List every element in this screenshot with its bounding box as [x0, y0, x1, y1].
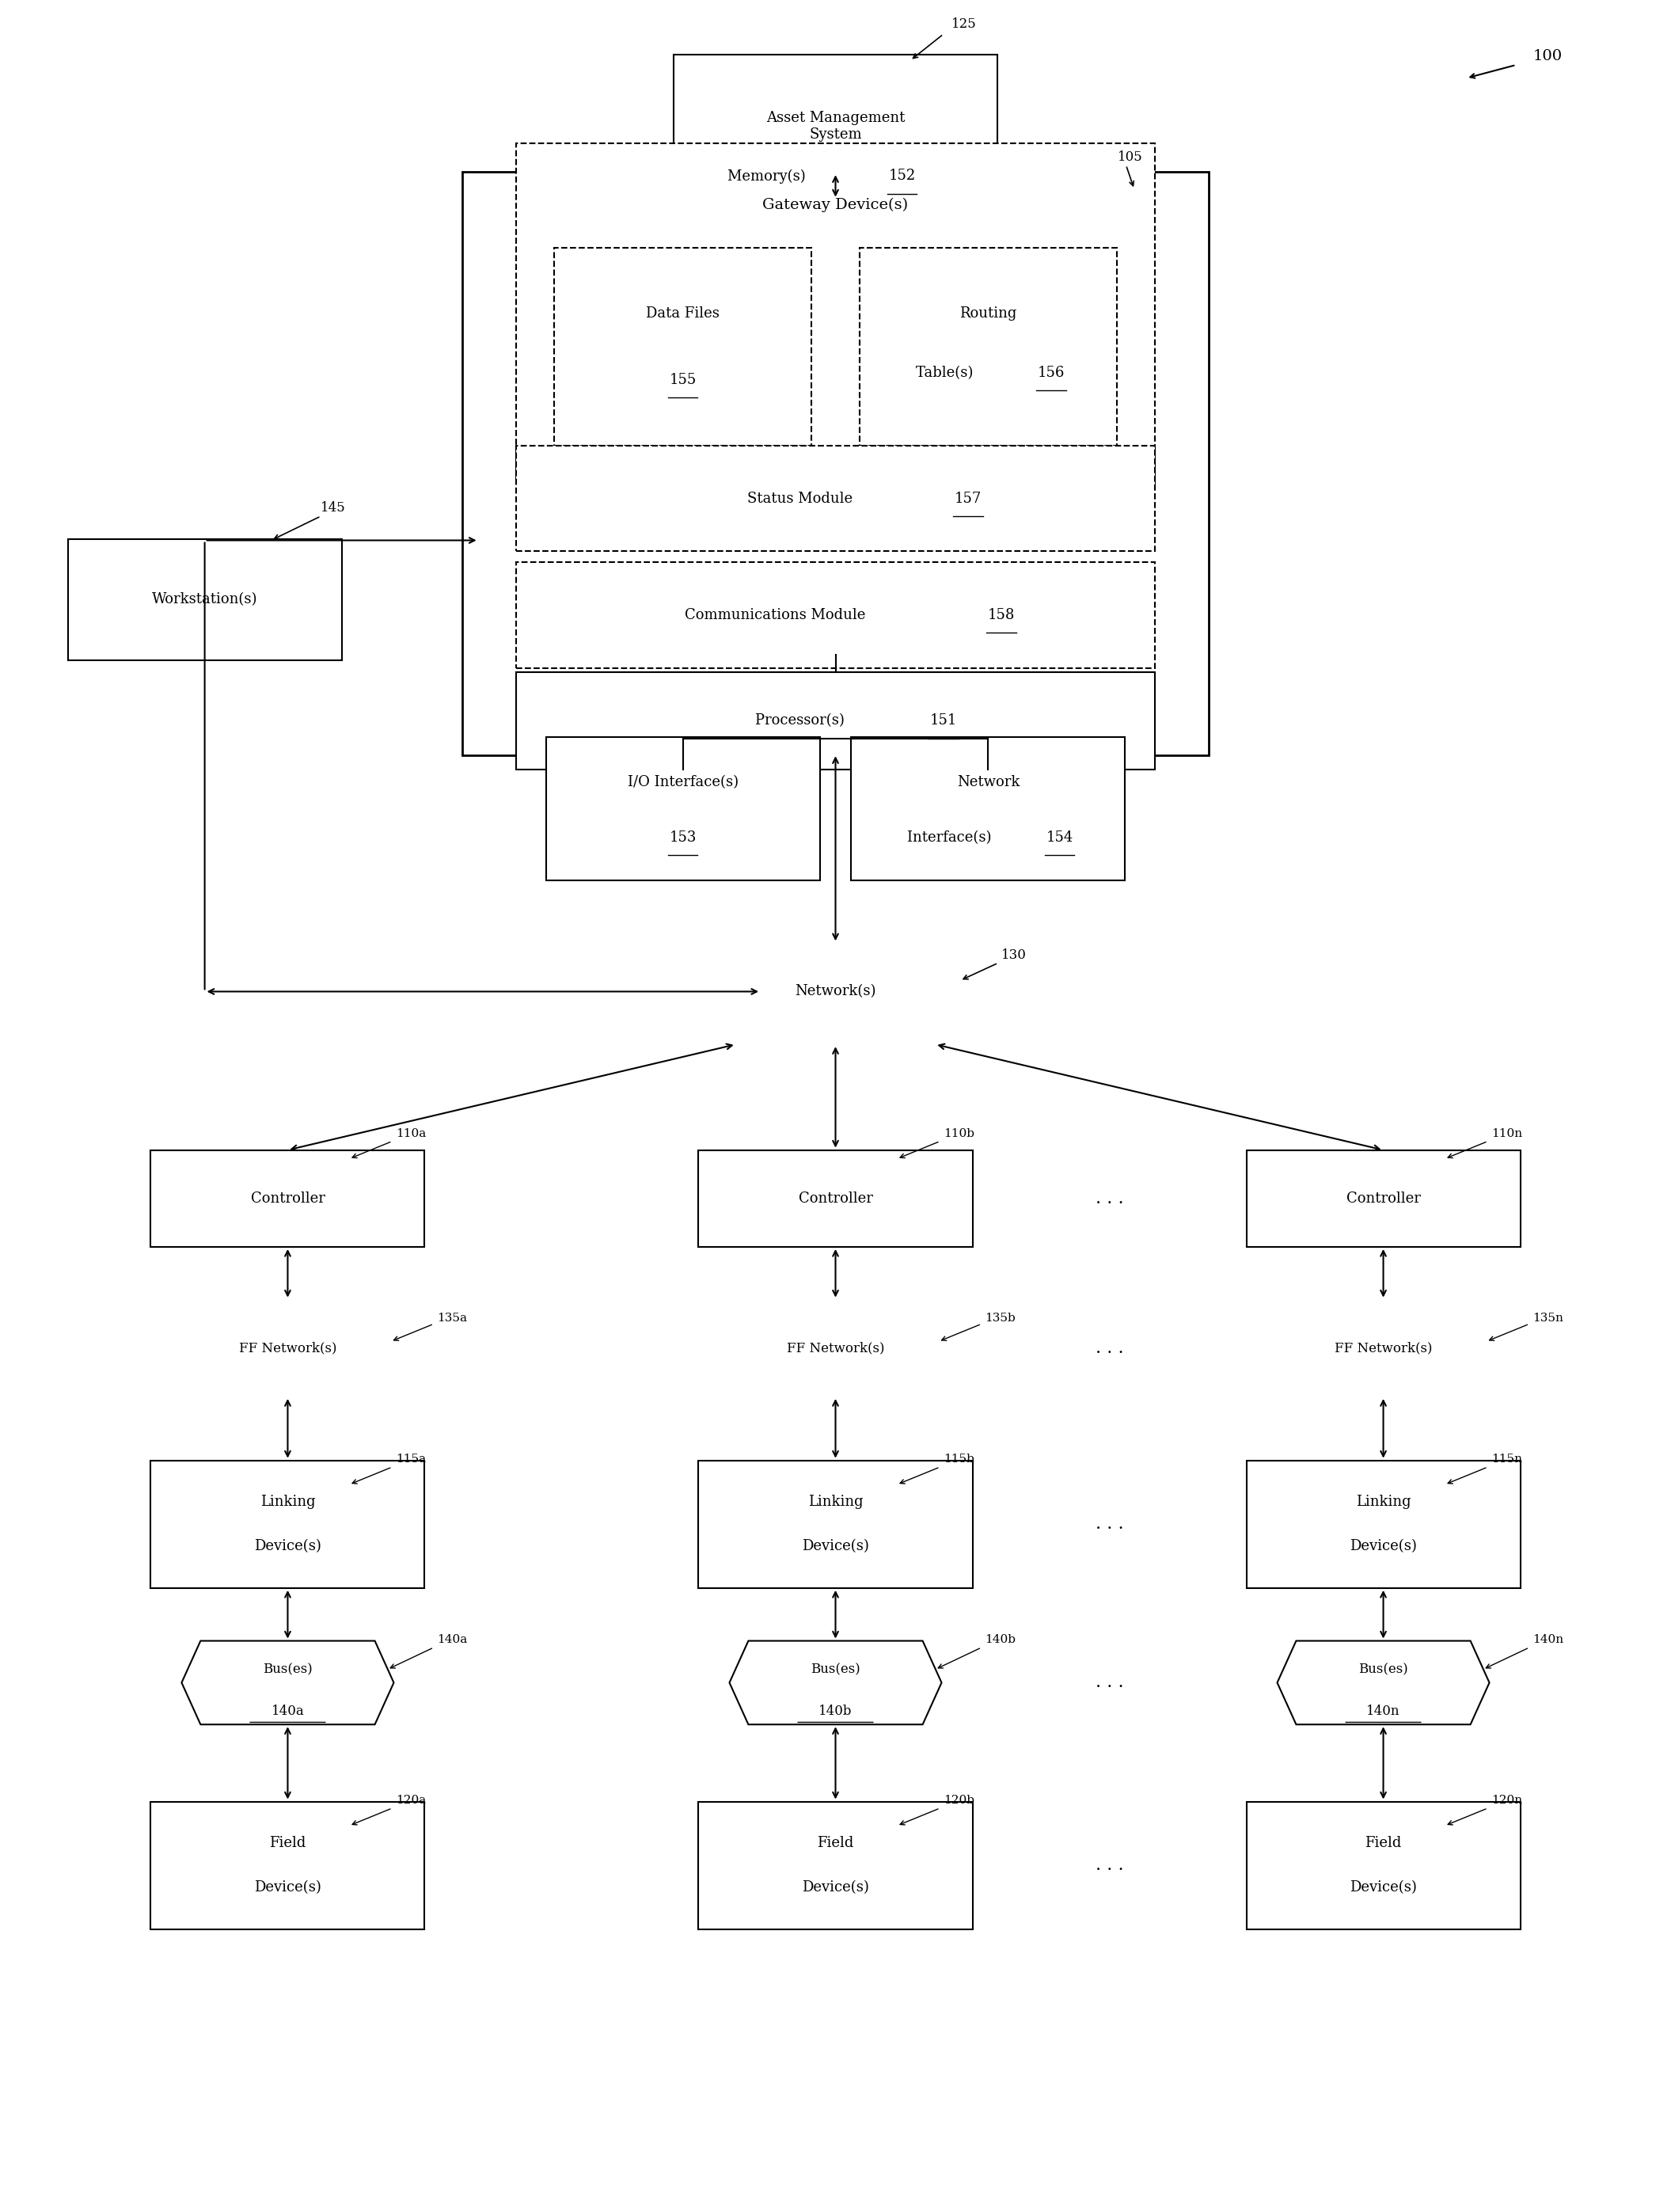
FancyBboxPatch shape — [516, 445, 1155, 551]
Text: Field: Field — [817, 1836, 854, 1851]
Text: Controller: Controller — [799, 1192, 872, 1206]
Text: Device(s): Device(s) — [802, 1880, 869, 1893]
FancyBboxPatch shape — [673, 55, 998, 199]
Polygon shape — [730, 1641, 941, 1725]
Text: Processor(s): Processor(s) — [755, 714, 849, 728]
Text: 110a: 110a — [396, 1128, 426, 1139]
Text: 120b: 120b — [944, 1794, 974, 1805]
Text: 135n: 135n — [1532, 1314, 1564, 1325]
Text: Gateway Device(s): Gateway Device(s) — [762, 197, 909, 212]
FancyBboxPatch shape — [516, 562, 1155, 668]
Text: 145: 145 — [321, 502, 346, 515]
Text: 140n: 140n — [1367, 1705, 1400, 1719]
Text: 152: 152 — [889, 168, 916, 184]
FancyBboxPatch shape — [698, 1460, 973, 1588]
FancyBboxPatch shape — [1247, 1801, 1521, 1929]
FancyBboxPatch shape — [851, 737, 1125, 880]
Text: 140n: 140n — [1532, 1635, 1564, 1646]
FancyBboxPatch shape — [516, 144, 1155, 484]
Text: Field: Field — [269, 1836, 306, 1851]
Text: Routing: Routing — [959, 307, 1018, 321]
Text: Linking: Linking — [1355, 1495, 1410, 1509]
Polygon shape — [182, 1641, 394, 1725]
Text: Device(s): Device(s) — [1350, 1880, 1417, 1893]
FancyBboxPatch shape — [555, 248, 812, 445]
FancyBboxPatch shape — [150, 1801, 424, 1929]
Text: Device(s): Device(s) — [254, 1540, 321, 1553]
Text: I/O Interface(s): I/O Interface(s) — [627, 776, 739, 790]
Text: 140b: 140b — [984, 1635, 1016, 1646]
Text: 140b: 140b — [819, 1705, 852, 1719]
Text: 105: 105 — [1118, 150, 1143, 164]
Text: Status Module: Status Module — [747, 491, 857, 507]
Text: FF Network(s): FF Network(s) — [1335, 1340, 1432, 1354]
Text: 140a: 140a — [271, 1705, 304, 1719]
Text: 154: 154 — [1046, 830, 1073, 845]
FancyBboxPatch shape — [546, 737, 820, 880]
Text: 120a: 120a — [396, 1794, 426, 1805]
Text: 115a: 115a — [396, 1453, 426, 1464]
Text: Device(s): Device(s) — [802, 1540, 869, 1553]
Text: . . .: . . . — [1095, 1190, 1123, 1208]
FancyBboxPatch shape — [461, 173, 1210, 754]
Text: Linking: Linking — [261, 1495, 316, 1509]
Text: 100: 100 — [1532, 49, 1562, 64]
Text: 135b: 135b — [984, 1314, 1016, 1325]
Text: Communications Module: Communications Module — [685, 608, 871, 622]
Text: 156: 156 — [1038, 365, 1064, 380]
Text: 130: 130 — [1001, 949, 1026, 962]
FancyBboxPatch shape — [1247, 1460, 1521, 1588]
Text: 153: 153 — [668, 830, 697, 845]
Text: 158: 158 — [988, 608, 1014, 622]
FancyBboxPatch shape — [698, 1150, 973, 1248]
FancyBboxPatch shape — [69, 540, 341, 661]
FancyBboxPatch shape — [516, 672, 1155, 770]
Text: 115n: 115n — [1491, 1453, 1522, 1464]
Text: 125: 125 — [952, 18, 978, 31]
Text: 120n: 120n — [1491, 1794, 1522, 1805]
Text: Network(s): Network(s) — [795, 984, 876, 998]
Text: . . .: . . . — [1095, 1856, 1123, 1874]
Text: Bus(es): Bus(es) — [262, 1663, 312, 1677]
Text: Field: Field — [1365, 1836, 1402, 1851]
Text: Asset Management
System: Asset Management System — [765, 111, 906, 142]
Text: Memory(s): Memory(s) — [729, 168, 810, 184]
FancyBboxPatch shape — [698, 1801, 973, 1929]
Text: 140a: 140a — [438, 1635, 468, 1646]
Text: Controller: Controller — [251, 1192, 324, 1206]
FancyBboxPatch shape — [150, 1150, 424, 1248]
Text: Bus(es): Bus(es) — [1359, 1663, 1409, 1677]
Text: 110n: 110n — [1491, 1128, 1522, 1139]
Text: . . .: . . . — [1095, 1340, 1123, 1356]
Text: Device(s): Device(s) — [1350, 1540, 1417, 1553]
Text: Interface(s): Interface(s) — [907, 830, 996, 845]
Text: Bus(es): Bus(es) — [810, 1663, 861, 1677]
Text: 135a: 135a — [438, 1314, 468, 1325]
Text: FF Network(s): FF Network(s) — [239, 1340, 336, 1354]
Text: Workstation(s): Workstation(s) — [152, 593, 257, 606]
Text: . . .: . . . — [1095, 1515, 1123, 1533]
Text: Data Files: Data Files — [647, 307, 720, 321]
FancyBboxPatch shape — [1247, 1150, 1521, 1248]
Text: 157: 157 — [954, 491, 983, 507]
Text: Device(s): Device(s) — [254, 1880, 321, 1893]
Text: Linking: Linking — [809, 1495, 862, 1509]
FancyBboxPatch shape — [150, 1460, 424, 1588]
Text: FF Network(s): FF Network(s) — [787, 1340, 884, 1354]
Text: 155: 155 — [668, 372, 697, 387]
Text: 151: 151 — [929, 714, 957, 728]
Text: 115b: 115b — [944, 1453, 974, 1464]
Text: Table(s): Table(s) — [916, 365, 978, 380]
FancyBboxPatch shape — [859, 248, 1116, 445]
Text: Controller: Controller — [1347, 1192, 1420, 1206]
Polygon shape — [1277, 1641, 1489, 1725]
Text: . . .: . . . — [1095, 1674, 1123, 1692]
Text: Network: Network — [957, 776, 1019, 790]
Text: 110b: 110b — [944, 1128, 974, 1139]
